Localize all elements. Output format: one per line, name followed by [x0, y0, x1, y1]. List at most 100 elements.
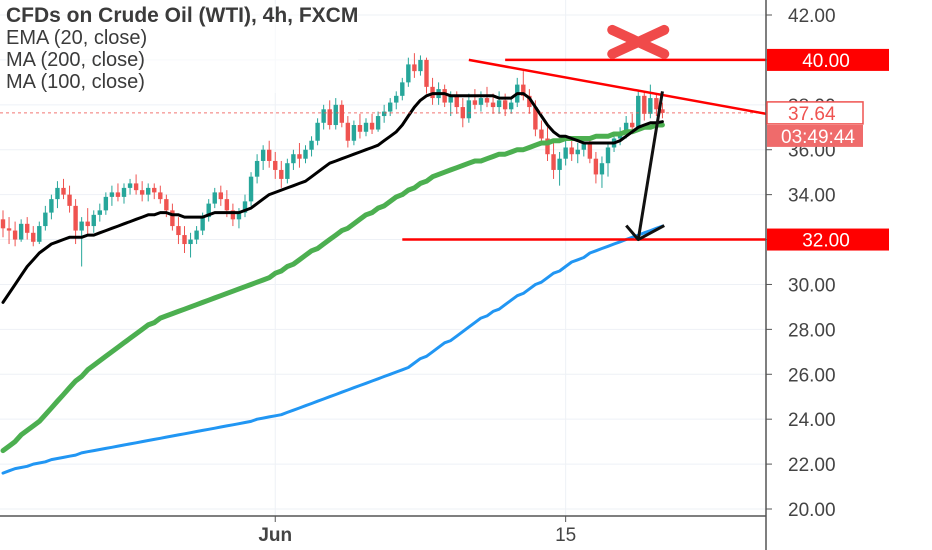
candle-body [97, 210, 102, 215]
candle-body [242, 201, 248, 213]
candle-body [279, 169, 284, 179]
y-tick-label: 28.00 [788, 320, 836, 341]
candle-body [642, 95, 647, 114]
annotations [0, 24, 767, 242]
candle-body [369, 122, 375, 130]
candle-body [351, 125, 357, 141]
candle-body [648, 98, 653, 114]
candle-body [224, 199, 230, 211]
candle-body [454, 95, 459, 108]
candle-body [79, 221, 84, 231]
candle-body [297, 154, 302, 159]
candle-body [73, 205, 78, 231]
candle-body [545, 138, 550, 155]
chart-grid [0, 0, 766, 516]
candle-body [509, 102, 514, 110]
price-tag-40-label: 40.00 [802, 51, 850, 72]
candle-body [146, 187, 151, 195]
candle-body [581, 142, 586, 150]
ma200-line [1, 224, 664, 475]
candle-body [291, 154, 296, 164]
candle-body [496, 100, 502, 108]
candle-body [230, 210, 236, 220]
candle-body [502, 100, 508, 110]
candle-body [194, 230, 199, 240]
trendline [468, 58, 767, 116]
moving-averages [0, 92, 665, 475]
candle-body [109, 192, 115, 197]
candle-body [400, 82, 405, 96]
candle-body [533, 107, 538, 130]
candle-body [218, 192, 223, 200]
indicator-ema20-label: EMA (20, close) [6, 27, 148, 49]
candle-body [254, 160, 260, 177]
candle-body [206, 203, 211, 218]
y-tick-label: 42.00 [788, 6, 836, 27]
candle-body [12, 230, 18, 240]
candle-body [31, 232, 36, 242]
candle-body [170, 210, 175, 227]
candle-body [127, 183, 133, 188]
candle-body [309, 140, 314, 150]
candle-body [260, 149, 266, 161]
candle-body [103, 196, 109, 211]
candle-body [115, 192, 121, 197]
candle-body [569, 147, 574, 155]
candle-body [551, 154, 556, 170]
candle-body [49, 199, 54, 213]
candle-body [133, 183, 139, 191]
ema20-line [1, 92, 664, 304]
candle-body [630, 122, 635, 128]
price-tag-40-bg [767, 48, 889, 71]
candle-body [85, 221, 90, 227]
candle-body [605, 147, 611, 164]
candle-body [424, 59, 429, 87]
candle-body [67, 194, 72, 206]
candle-body [660, 109, 665, 113]
candle-body [176, 226, 181, 236]
candle-body [267, 149, 272, 161]
candle-body [636, 95, 641, 128]
candle-body [466, 100, 472, 119]
candle-body [152, 187, 157, 193]
candle-body [478, 98, 484, 105]
candle-body [654, 98, 659, 110]
candle-body [139, 190, 145, 195]
candle-body [599, 163, 605, 175]
countdown-label: 03:49:44 [781, 127, 855, 148]
candle-body [6, 228, 12, 231]
candle-body [321, 109, 326, 123]
chart-title: CFDs on Crude Oil (WTI), 4h, FXCM [6, 4, 359, 27]
chart-axes: 42.0040.0038.0036.0034.0032.0030.0028.00… [0, 0, 889, 550]
countdown-tag: 03:49:44 [767, 124, 863, 148]
cross-mark-stroke [607, 24, 670, 59]
last-price-label: 37.64 [788, 104, 836, 125]
candle-body [557, 158, 562, 170]
x-tick-label: 15 [555, 525, 576, 546]
candle-body [527, 95, 532, 108]
down-arrow-head [625, 224, 665, 242]
price-tag-40: 40.00 [767, 48, 889, 72]
candle-body [273, 160, 278, 170]
candle-body [315, 122, 320, 141]
candle-body [327, 109, 332, 126]
countdown-bg [767, 124, 863, 147]
candle-body [587, 142, 593, 159]
indicator-ma200-label: MA (200, close) [6, 49, 145, 71]
candle-body [418, 59, 423, 72]
price-tag-32: 32.00 [767, 228, 889, 252]
candle-body [345, 122, 351, 141]
ma100-line [0, 122, 665, 454]
x-tick-label: Jun [258, 525, 292, 546]
candle-body [593, 158, 599, 175]
candle-body [357, 125, 363, 132]
candle-body [248, 176, 254, 202]
candle-body [406, 64, 411, 83]
candle-body [575, 149, 580, 155]
candle-body [121, 187, 127, 197]
candle-body [0, 219, 6, 229]
candle-body [333, 104, 338, 126]
y-tick-label: 30.00 [788, 275, 836, 296]
candle-body [285, 163, 290, 179]
